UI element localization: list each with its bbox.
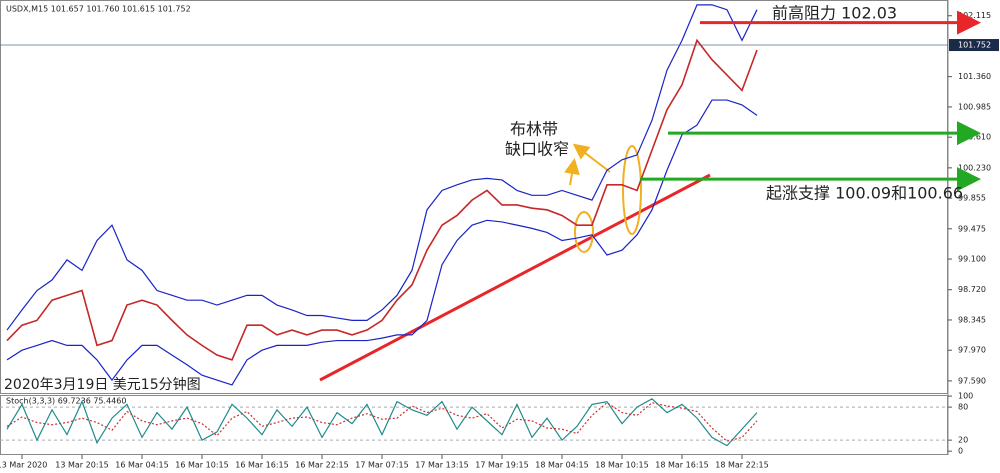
y-tick-label: 98.345 (958, 315, 986, 324)
current-price-label: 101.752 (958, 41, 991, 50)
y-tick-label: 99.100 (958, 255, 986, 264)
y-tick-label: 100 (958, 392, 973, 401)
pointer-arrow (572, 143, 611, 173)
annotation-text: 缺口收窄 (505, 140, 569, 159)
highlight-ellipse (574, 211, 594, 253)
x-tick-label: 16 Mar 22:15 (295, 461, 348, 470)
x-tick-label: 18 Mar 22:15 (715, 461, 768, 470)
y-tick-label: 80 (958, 403, 968, 412)
series-line (6, 398, 758, 447)
highlight-ellipse (622, 145, 642, 235)
x-tick-label: 17 Mar 19:15 (475, 461, 528, 470)
series-line (6, 99, 758, 386)
pointer-arrow (564, 158, 580, 186)
trend-line (319, 173, 711, 382)
x-tick-label: 17 Mar 07:15 (355, 461, 408, 470)
stoch-frame (0, 395, 948, 455)
y-tick-label: 102.115 (958, 11, 991, 20)
x-tick-label: 13 Mar 2020 (0, 461, 47, 470)
annotation-text: 布林带 (510, 120, 558, 139)
stoch-header: Stoch(3,3,3) 69.7236 75.4460 (6, 397, 126, 406)
y-tick-label: 0 (958, 447, 963, 456)
y-tick-label: 101.360 (958, 72, 991, 81)
y-tick-label: 99.475 (958, 224, 986, 233)
x-tick-label: 18 Mar 16:15 (655, 461, 708, 470)
x-tick-label: 18 Mar 04:15 (535, 461, 588, 470)
current-price-box (949, 39, 999, 52)
series-line (6, 38, 758, 361)
x-tick-label: 16 Mar 10:15 (175, 461, 228, 470)
y-tick-label: 97.970 (958, 346, 986, 355)
series-line (6, 401, 758, 442)
annotation-text: 前高阻力 102.03 (772, 4, 897, 23)
y-tick-label: 100.230 (958, 163, 991, 172)
y-tick-label: 99.855 (958, 194, 986, 203)
y-tick-label: 97.590 (958, 376, 986, 385)
y-tick-label: 100.985 (958, 102, 991, 111)
series-line (6, 4, 758, 331)
chart-header: USDX,M15 101.657 101.760 101.615 101.752 (6, 5, 191, 14)
y-tick-label: 20 (958, 436, 968, 445)
x-tick-label: 13 Mar 20:15 (55, 461, 108, 470)
x-tick-label: 17 Mar 13:15 (415, 461, 468, 470)
x-tick-label: 16 Mar 04:15 (115, 461, 168, 470)
chart-note: 2020年3月19日 美元15分钟图 (4, 376, 201, 393)
annotation-text: 起涨支撑 100.09和100.66 (766, 184, 963, 203)
x-tick-label: 16 Mar 16:15 (235, 461, 288, 470)
y-tick-label: 98.720 (958, 285, 986, 294)
x-tick-label: 18 Mar 10:15 (595, 461, 648, 470)
